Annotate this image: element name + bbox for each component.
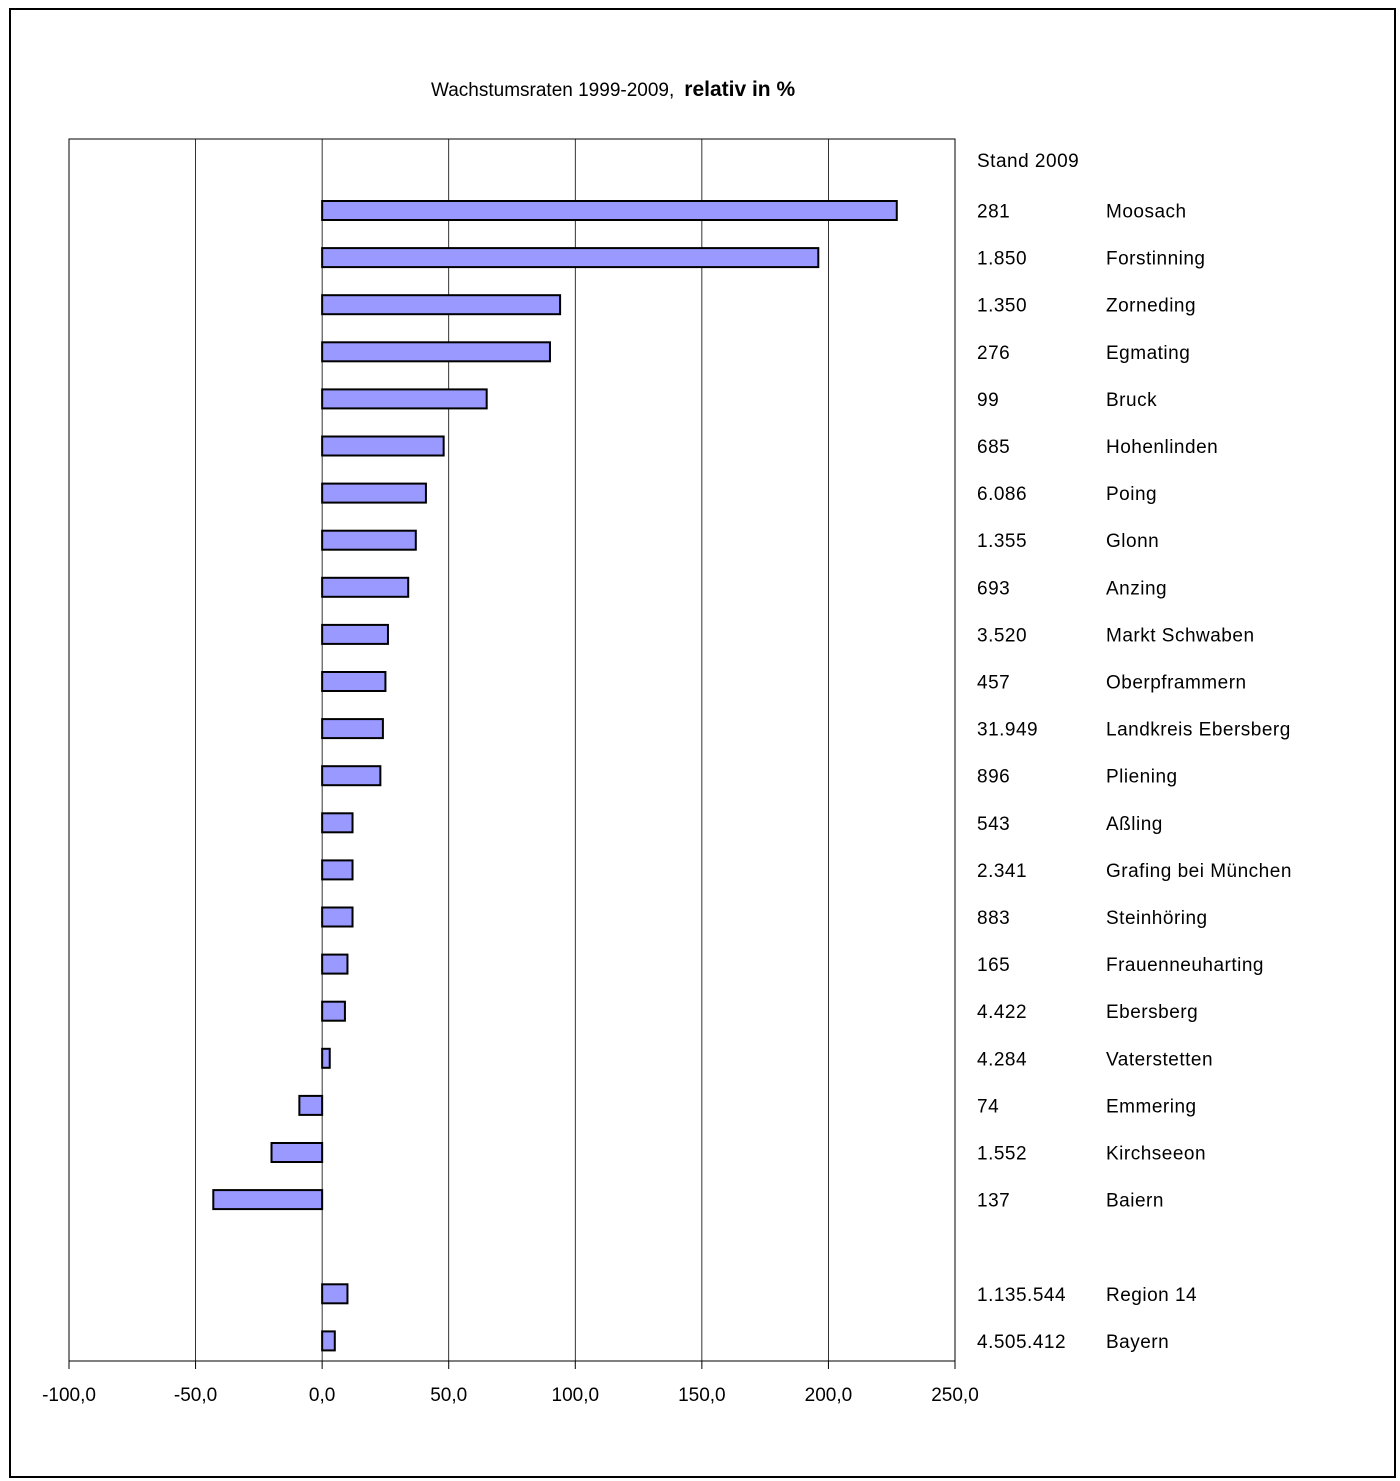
population-label: 1.135.544 xyxy=(977,1285,1066,1306)
bar xyxy=(321,623,389,645)
x-axis: -100,0 -50,0 0,0 50,0 100,0 150,0 200,0 250,0 xyxy=(42,1361,979,1406)
population-label: 543 xyxy=(977,814,1010,835)
bar xyxy=(321,953,349,975)
municipality-label: Forstinning xyxy=(1106,249,1206,270)
population-label: 4.505.412 xyxy=(977,1332,1066,1353)
municipality-label: Poing xyxy=(1106,484,1157,505)
bar xyxy=(321,200,898,221)
population-label: 31.949 xyxy=(977,720,1038,741)
row-labels: 281 Moosach 1.850 Forstinning 1.350 Zorneding… xyxy=(977,202,1292,1353)
municipality-label: Aßling xyxy=(1106,814,1163,835)
bar xyxy=(321,576,410,598)
municipality-label: Vaterstetten xyxy=(1106,1049,1213,1070)
bar xyxy=(321,388,488,410)
municipality-label: Markt Schwaben xyxy=(1106,625,1255,646)
municipality-label: Zorneding xyxy=(1106,296,1196,317)
population-label: 2.341 xyxy=(977,861,1027,882)
municipality-label: Moosach xyxy=(1106,202,1187,223)
bar xyxy=(298,1094,324,1116)
municipality-label: Bruck xyxy=(1106,390,1157,411)
plot-area xyxy=(68,138,956,1362)
bar xyxy=(321,671,387,692)
population-label: 276 xyxy=(977,343,1010,364)
bar xyxy=(321,247,820,269)
municipality-label: Kirchseeon xyxy=(1106,1144,1206,1165)
population-label: 137 xyxy=(977,1191,1010,1212)
municipality-label: Oberpframmern xyxy=(1106,673,1247,694)
bar xyxy=(321,718,384,740)
population-label: 74 xyxy=(977,1096,999,1117)
bar xyxy=(321,1283,349,1305)
chart-title-main: Wachstumsraten 1999-2009, xyxy=(431,80,674,101)
bar xyxy=(321,812,354,834)
bar xyxy=(321,1047,331,1069)
bar xyxy=(321,482,427,504)
municipality-label: Glonn xyxy=(1106,531,1159,552)
bar xyxy=(321,1330,336,1352)
x-tick-label: 150,0 xyxy=(678,1385,726,1406)
municipality-label: Hohenlinden xyxy=(1106,437,1218,458)
gridlines xyxy=(195,139,829,1361)
municipality-label: Anzing xyxy=(1106,578,1167,599)
population-label: 165 xyxy=(977,955,1010,976)
population-label: 3.520 xyxy=(977,625,1027,646)
population-label: 6.086 xyxy=(977,484,1027,505)
bar xyxy=(321,435,445,457)
population-label: 896 xyxy=(977,767,1010,788)
bar xyxy=(270,1142,324,1163)
population-label: 281 xyxy=(977,202,1010,223)
bar xyxy=(212,1189,324,1211)
chart-title: Wachstumsraten 1999-2009, relativ in % xyxy=(431,78,795,101)
municipality-label: Bayern xyxy=(1106,1332,1169,1353)
bar xyxy=(321,341,551,363)
municipality-label: Emmering xyxy=(1106,1096,1197,1117)
population-label: 1.552 xyxy=(977,1144,1027,1165)
population-label: 4.422 xyxy=(977,1002,1027,1023)
bar xyxy=(321,906,354,928)
population-label: 883 xyxy=(977,908,1010,929)
chart-title-emphasis: relativ in % xyxy=(684,78,795,101)
bar xyxy=(321,294,562,316)
population-label: 1.350 xyxy=(977,296,1027,317)
population-label: 1.355 xyxy=(977,531,1027,552)
municipality-label: Egmating xyxy=(1106,343,1190,364)
growth-rate-chart: Wachstumsraten 1999-2009, relativ in % S… xyxy=(42,78,1292,1406)
municipality-label: Pliening xyxy=(1106,767,1178,788)
bar xyxy=(321,1000,346,1022)
x-tick-label: 0,0 xyxy=(309,1385,335,1406)
x-tick-label: 50,0 xyxy=(430,1385,467,1406)
side-header: Stand 2009 xyxy=(977,151,1079,172)
x-tick-label: 200,0 xyxy=(805,1385,853,1406)
population-label: 457 xyxy=(977,673,1010,694)
municipality-label: Grafing bei München xyxy=(1106,861,1292,882)
chart-frame: Wachstumsraten 1999-2009, relativ in % S… xyxy=(9,8,1396,1478)
x-tick-label: 250,0 xyxy=(931,1385,979,1406)
municipality-label: Region 14 xyxy=(1106,1285,1197,1306)
population-label: 685 xyxy=(977,437,1010,458)
municipality-label: Landkreis Ebersberg xyxy=(1106,720,1291,741)
population-label: 4.284 xyxy=(977,1049,1027,1070)
municipality-label: Ebersberg xyxy=(1106,1002,1198,1023)
municipality-label: Frauenneuharting xyxy=(1106,955,1264,976)
bar xyxy=(321,765,382,787)
x-tick-label: -100,0 xyxy=(42,1385,96,1406)
bar xyxy=(321,529,417,551)
population-label: 693 xyxy=(977,578,1010,599)
municipality-label: Steinhöring xyxy=(1106,908,1208,929)
population-label: 1.850 xyxy=(977,249,1027,270)
x-tick-label: -50,0 xyxy=(174,1385,217,1406)
population-label: 99 xyxy=(977,390,999,411)
x-tick-label: 100,0 xyxy=(552,1385,600,1406)
bars xyxy=(212,200,898,1352)
bar xyxy=(321,859,354,881)
municipality-label: Baiern xyxy=(1106,1191,1164,1212)
